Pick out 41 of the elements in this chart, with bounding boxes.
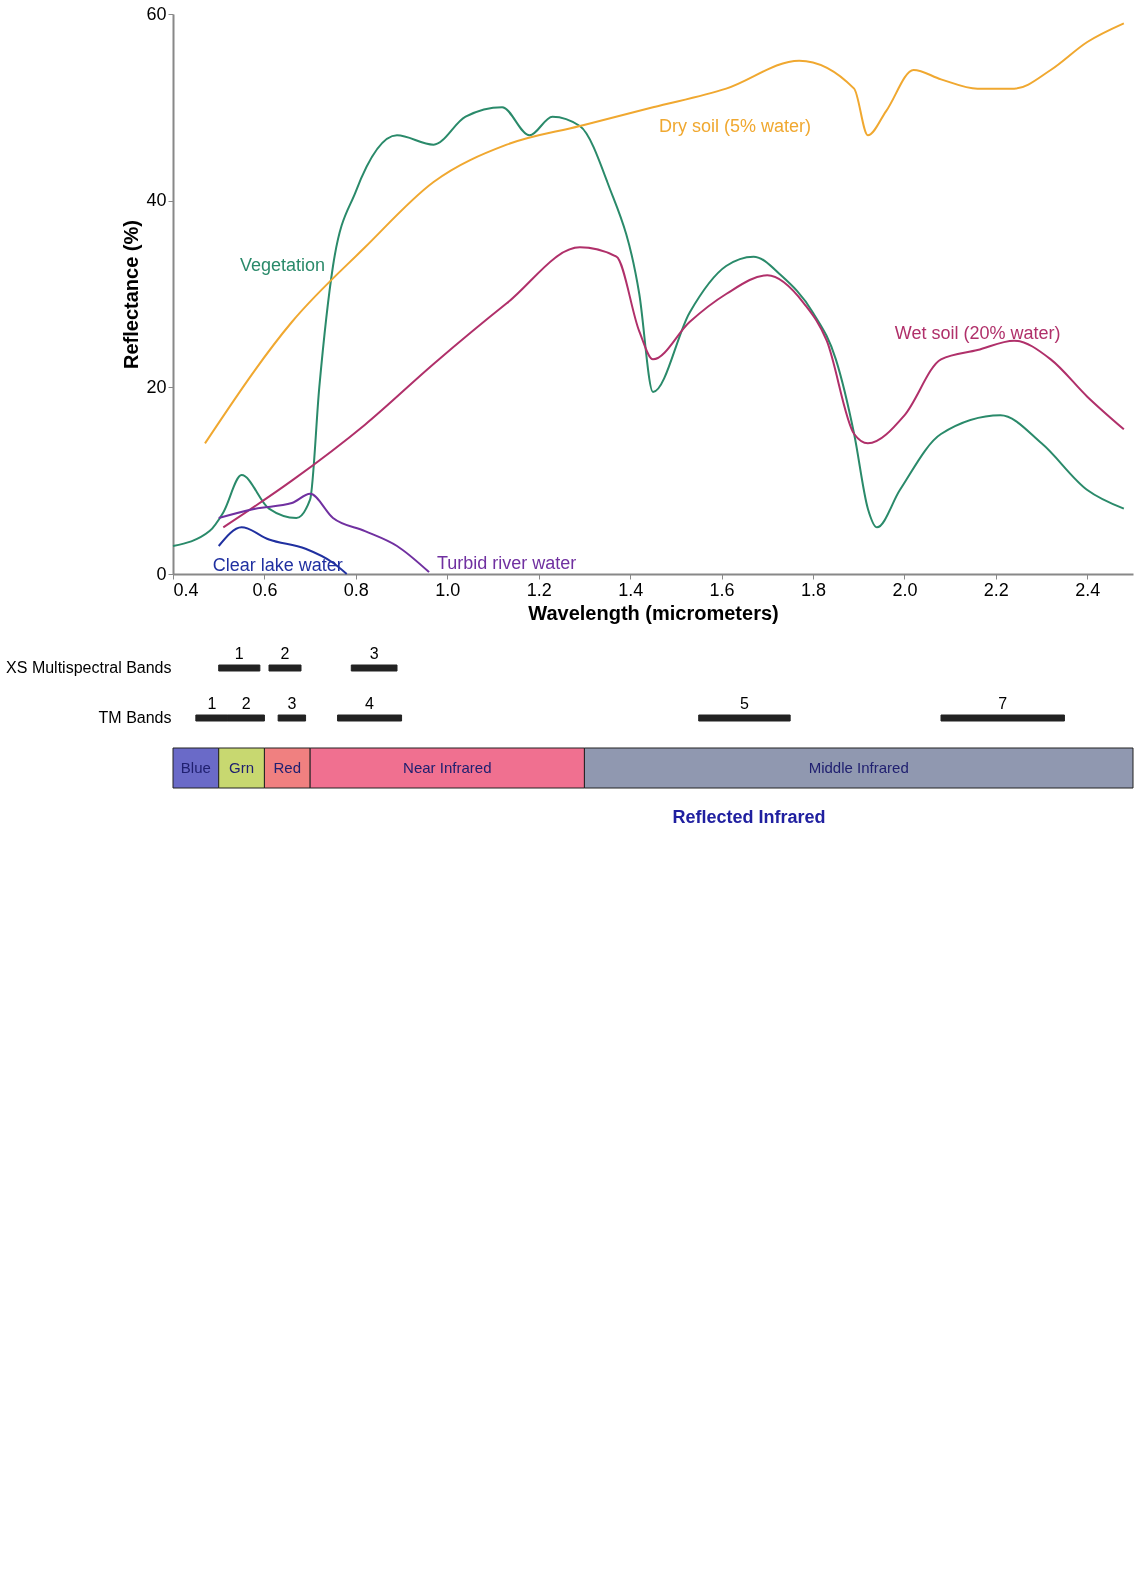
x-tick-label: 1.2 [526, 579, 552, 600]
x-tick-label: 2.0 [892, 579, 918, 600]
series-label: Vegetation [239, 255, 325, 275]
y-axis-title: Reflectance (%) [120, 220, 143, 369]
x-tick-label: 2.4 [1075, 579, 1101, 600]
x-tick-label: 1.6 [709, 579, 735, 600]
series-label: Red [273, 759, 302, 776]
series-label: 4 [365, 695, 375, 712]
series-label: Turbid river water [437, 553, 577, 574]
series-label: 2 [241, 695, 251, 712]
y-tick-label: 60 [146, 3, 167, 24]
x-tick-label: 0.4 [173, 579, 199, 600]
y-tick-label: 40 [146, 190, 167, 211]
series-label: 5 [739, 695, 749, 712]
y-tick-label: TM Bands [98, 709, 172, 726]
y-tick-label: XS Multispectral Bands [6, 659, 172, 676]
series-label: 2 [280, 645, 290, 662]
x-tick-label: 1.0 [435, 579, 461, 600]
text: Reflected Infrared [672, 807, 826, 827]
series-label: Blue [180, 759, 211, 776]
x-tick-label: 1.8 [800, 579, 827, 600]
x-tick-label: 1.4 [618, 579, 644, 600]
series-label: Dry soil (5% water) [659, 116, 812, 137]
series-label: 3 [287, 695, 297, 712]
y-tick-label: 0 [156, 563, 167, 584]
x-axis-title: Wavelength (micrometers) [528, 601, 779, 624]
x-tick-label: 0.6 [252, 579, 278, 600]
series-label: Wet soil (20% water) [894, 323, 1061, 343]
series-label: 1 [207, 695, 217, 712]
x-tick-label: 0.8 [343, 579, 369, 600]
line-series [172, 106, 1125, 547]
line-series [204, 22, 1125, 445]
series-label: Near Infrared [403, 759, 492, 776]
x-tick-label: 2.2 [983, 579, 1009, 600]
series-label: 7 [998, 695, 1008, 712]
series-label: 1 [234, 645, 244, 662]
y-tick-label: 20 [146, 376, 167, 397]
series-label: 3 [369, 645, 379, 662]
series-label: Grn [229, 759, 255, 776]
line-series [222, 246, 1125, 529]
series-label: Middle Infrared [808, 759, 909, 776]
